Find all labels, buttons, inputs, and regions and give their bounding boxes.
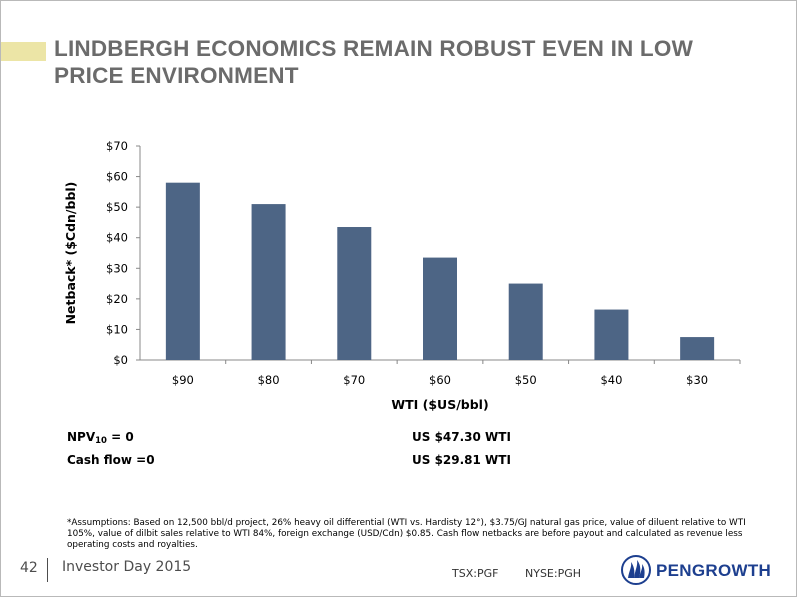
- ticker-tsx: TSX:PGF: [452, 567, 499, 580]
- event-name: Investor Day 2015: [62, 559, 192, 575]
- y-tick-label: $10: [106, 322, 128, 336]
- footer-divider: [47, 558, 48, 582]
- slide-title-line-2: PRICE ENVIRONMENT: [54, 63, 299, 88]
- y-tick-label: $0: [113, 353, 128, 367]
- ticker-nyse: NYSE:PGH: [525, 567, 582, 580]
- assumptions-footnote: *Assumptions: Based on 12,500 bbl/d proj…: [67, 518, 746, 550]
- y-tick-label: $20: [106, 292, 128, 306]
- slide-title-line-1: LINDBERGH ECONOMICS REMAIN ROBUST EVEN I…: [54, 36, 694, 61]
- pengrowth-flame-icon: [621, 555, 651, 585]
- bar: [251, 204, 286, 360]
- bar: [680, 337, 715, 360]
- npv-label: NPV10 = 0: [67, 430, 134, 446]
- x-tick-label: $40: [600, 373, 622, 387]
- x-tick-label: $70: [343, 373, 365, 387]
- title-accent-bar: [1, 42, 46, 61]
- bar: [165, 182, 200, 360]
- x-tick-label: $30: [686, 373, 708, 387]
- npv-subscript: 10: [95, 436, 107, 446]
- npv-label-text: NPV: [67, 430, 96, 444]
- y-tick-label: $60: [106, 170, 128, 184]
- bar: [337, 227, 372, 360]
- cashflow-value: US $29.81 WTI: [412, 453, 511, 467]
- x-tick-label: $80: [258, 373, 280, 387]
- pengrowth-logo: PENGROWTH: [620, 554, 780, 586]
- y-axis-title: Netback* ($Cdn/bbl): [63, 182, 78, 325]
- x-tick-label: $90: [172, 373, 194, 387]
- npv-label-suffix: = 0: [106, 430, 134, 444]
- y-tick-label: $50: [106, 200, 128, 214]
- x-tick-label: $60: [429, 373, 451, 387]
- cashflow-label: Cash flow =0: [67, 453, 155, 467]
- npv-value: US $47.30 WTI: [412, 430, 511, 444]
- y-tick-label: $70: [106, 139, 128, 153]
- logo-text: PENGROWTH: [656, 561, 772, 580]
- bar: [594, 309, 629, 360]
- bar: [508, 283, 543, 360]
- bar: [423, 257, 457, 360]
- y-tick-label: $30: [106, 261, 128, 275]
- slide-title: LINDBERGH ECONOMICS REMAIN ROBUST EVEN I…: [54, 35, 774, 89]
- y-tick-label: $40: [106, 231, 128, 245]
- page-number: 42: [20, 560, 38, 576]
- x-axis-title: WTI ($US/bbl): [391, 397, 488, 412]
- x-tick-label: $50: [515, 373, 537, 387]
